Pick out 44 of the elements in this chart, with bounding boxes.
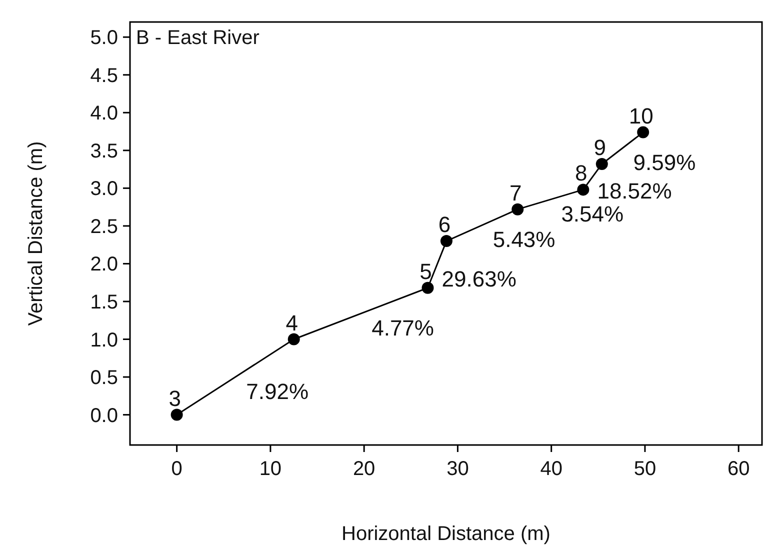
point [577, 184, 590, 196]
x-axis-title: Horizontal Distance (m) [342, 523, 550, 545]
x-tick-label: 50 [634, 458, 656, 480]
annotation: 9 [594, 135, 606, 160]
annotation: 4.77% [372, 315, 434, 340]
annotation: 18.52% [597, 178, 672, 204]
y-tick-label: 3.5 [90, 140, 118, 162]
annotation: 7 [510, 180, 522, 206]
annotation: 7.92% [246, 378, 309, 404]
y-tick-label: 2.5 [90, 216, 118, 238]
chart-title: B - East River [136, 27, 260, 49]
point [170, 408, 183, 421]
annotation: 4 [286, 310, 298, 336]
annotation: 8 [575, 160, 588, 186]
annotation: 9.59% [633, 150, 696, 175]
y-axis-title: Vertical Distance (m) [25, 141, 47, 326]
y-tick-label: 1.0 [90, 329, 118, 352]
y-tick-label: 3.0 [90, 178, 118, 200]
x-tick-label: 10 [259, 458, 282, 480]
y-tick-label: 2.0 [90, 254, 118, 276]
y-tick-label: 4.0 [90, 102, 118, 125]
y-tick-label: 1.5 [90, 291, 118, 314]
x-tick-label: 60 [727, 458, 750, 480]
point [440, 235, 452, 248]
point [512, 203, 524, 216]
x-tick-label: 0 [171, 458, 182, 480]
annotation: 3.54% [561, 201, 624, 226]
y-tick-label: 5.0 [90, 27, 118, 50]
y-tick-label: 0.0 [90, 404, 118, 427]
y-tick-label: 0.5 [90, 367, 118, 390]
point [422, 282, 434, 294]
x-tick-label: 40 [540, 458, 562, 480]
annotation: 10 [628, 103, 654, 128]
annotation: 5.43% [492, 227, 556, 252]
annotation: 6 [438, 212, 451, 238]
point [288, 333, 300, 346]
annotation: 3 [168, 386, 181, 411]
annotation: 29.63% [442, 266, 516, 292]
y-tick-label: 4.5 [90, 64, 118, 87]
x-tick-label: 20 [352, 458, 376, 480]
point [637, 126, 650, 138]
annotation: 5 [420, 258, 432, 284]
point [596, 158, 608, 170]
x-tick-label: 30 [446, 458, 469, 480]
